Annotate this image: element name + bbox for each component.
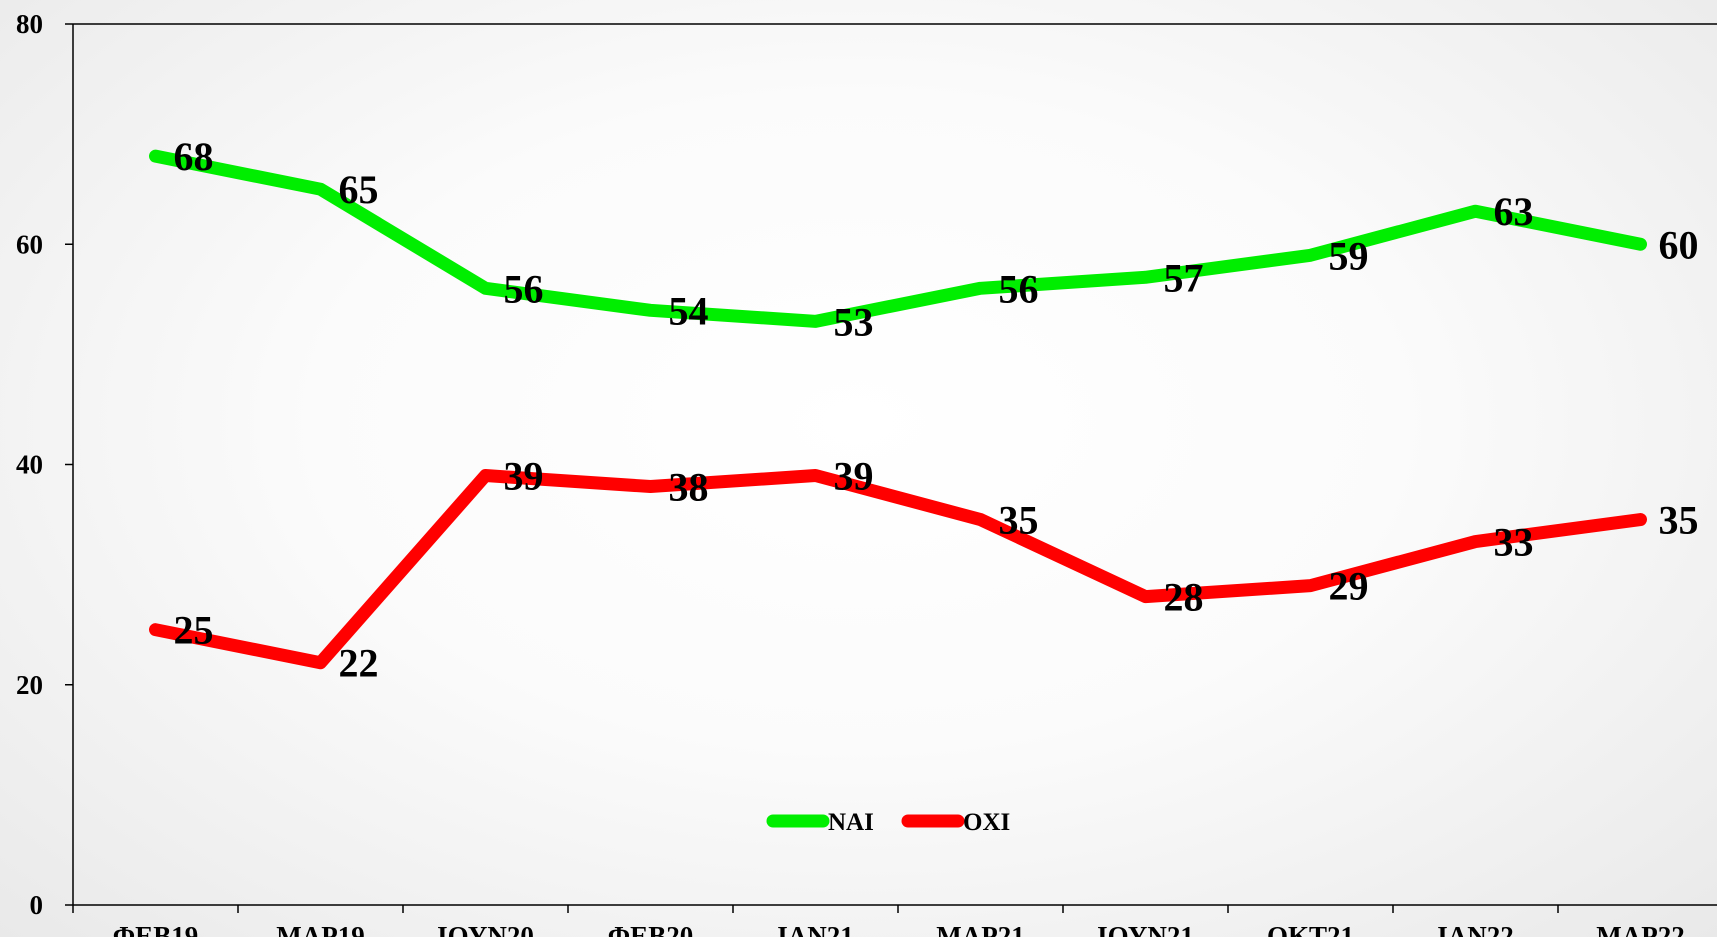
data-label-nai: 54 [669, 288, 709, 333]
data-label-nai: 63 [1494, 189, 1534, 234]
x-tick-label: ΜΑΡ22 [1596, 921, 1684, 937]
series-line-oxi [149, 469, 1647, 670]
x-tick-label: ΙΑΝ22 [1437, 921, 1514, 937]
data-label-oxi: 33 [1494, 520, 1534, 565]
data-label-oxi: 28 [1164, 575, 1204, 620]
data-label-oxi: 29 [1329, 564, 1369, 609]
data-label-oxi: 35 [1659, 498, 1699, 543]
x-tick-label: ΙΑΝ21 [777, 921, 854, 937]
x-tick-label: ΜΑΡ19 [276, 921, 364, 937]
axes: 0 20 40 60 80 ΦΕΒ19 ΜΑΡ19 ΙΟΥΝ20 ΦΕΒ20 ΙΑΝ21 ΜΑΡ21… [16, 9, 1717, 937]
data-label-oxi: 25 [174, 608, 214, 653]
x-tick-label: ΦΕΒ19 [113, 921, 198, 937]
data-label-oxi: 22 [339, 641, 379, 686]
x-tick-label: ΟΚΤ21 [1267, 921, 1354, 937]
data-label-oxi: 38 [669, 465, 709, 510]
x-tick-label: ΙΟΥΝ21 [1097, 921, 1194, 937]
x-tick-label: ΜΑΡ21 [936, 921, 1024, 937]
data-label-oxi: 35 [999, 498, 1039, 543]
y-tick-label: 60 [16, 229, 43, 259]
legend-label-oxi: OXI [963, 809, 1010, 836]
series-line-nai [149, 149, 1647, 328]
data-label-oxi: 39 [504, 454, 544, 499]
data-label-nai: 57 [1164, 255, 1204, 300]
x-tick-label: ΙΟΥΝ20 [437, 921, 534, 937]
data-label-oxi: 39 [834, 454, 874, 499]
series-lines [149, 149, 1647, 670]
data-label-nai: 59 [1329, 233, 1369, 278]
data-labels: 68 65 56 54 53 56 57 59 63 60 25 22 39 38 39 35 28 29 33 35 [174, 134, 1699, 686]
y-tick-label: 80 [16, 9, 43, 39]
data-label-nai: 65 [339, 167, 379, 212]
data-label-nai: 68 [174, 134, 214, 179]
data-label-nai: 60 [1659, 222, 1699, 267]
data-label-nai: 56 [999, 266, 1039, 311]
data-label-nai: 53 [834, 299, 874, 344]
y-tick-label: 0 [30, 890, 44, 920]
legend: NAI OXI [766, 809, 1010, 836]
legend-label-nai: NAI [828, 809, 874, 836]
data-label-nai: 56 [504, 266, 544, 311]
y-tick-label: 40 [16, 450, 43, 480]
x-tick-label: ΦΕΒ20 [608, 921, 693, 937]
y-tick-label: 20 [16, 670, 43, 700]
